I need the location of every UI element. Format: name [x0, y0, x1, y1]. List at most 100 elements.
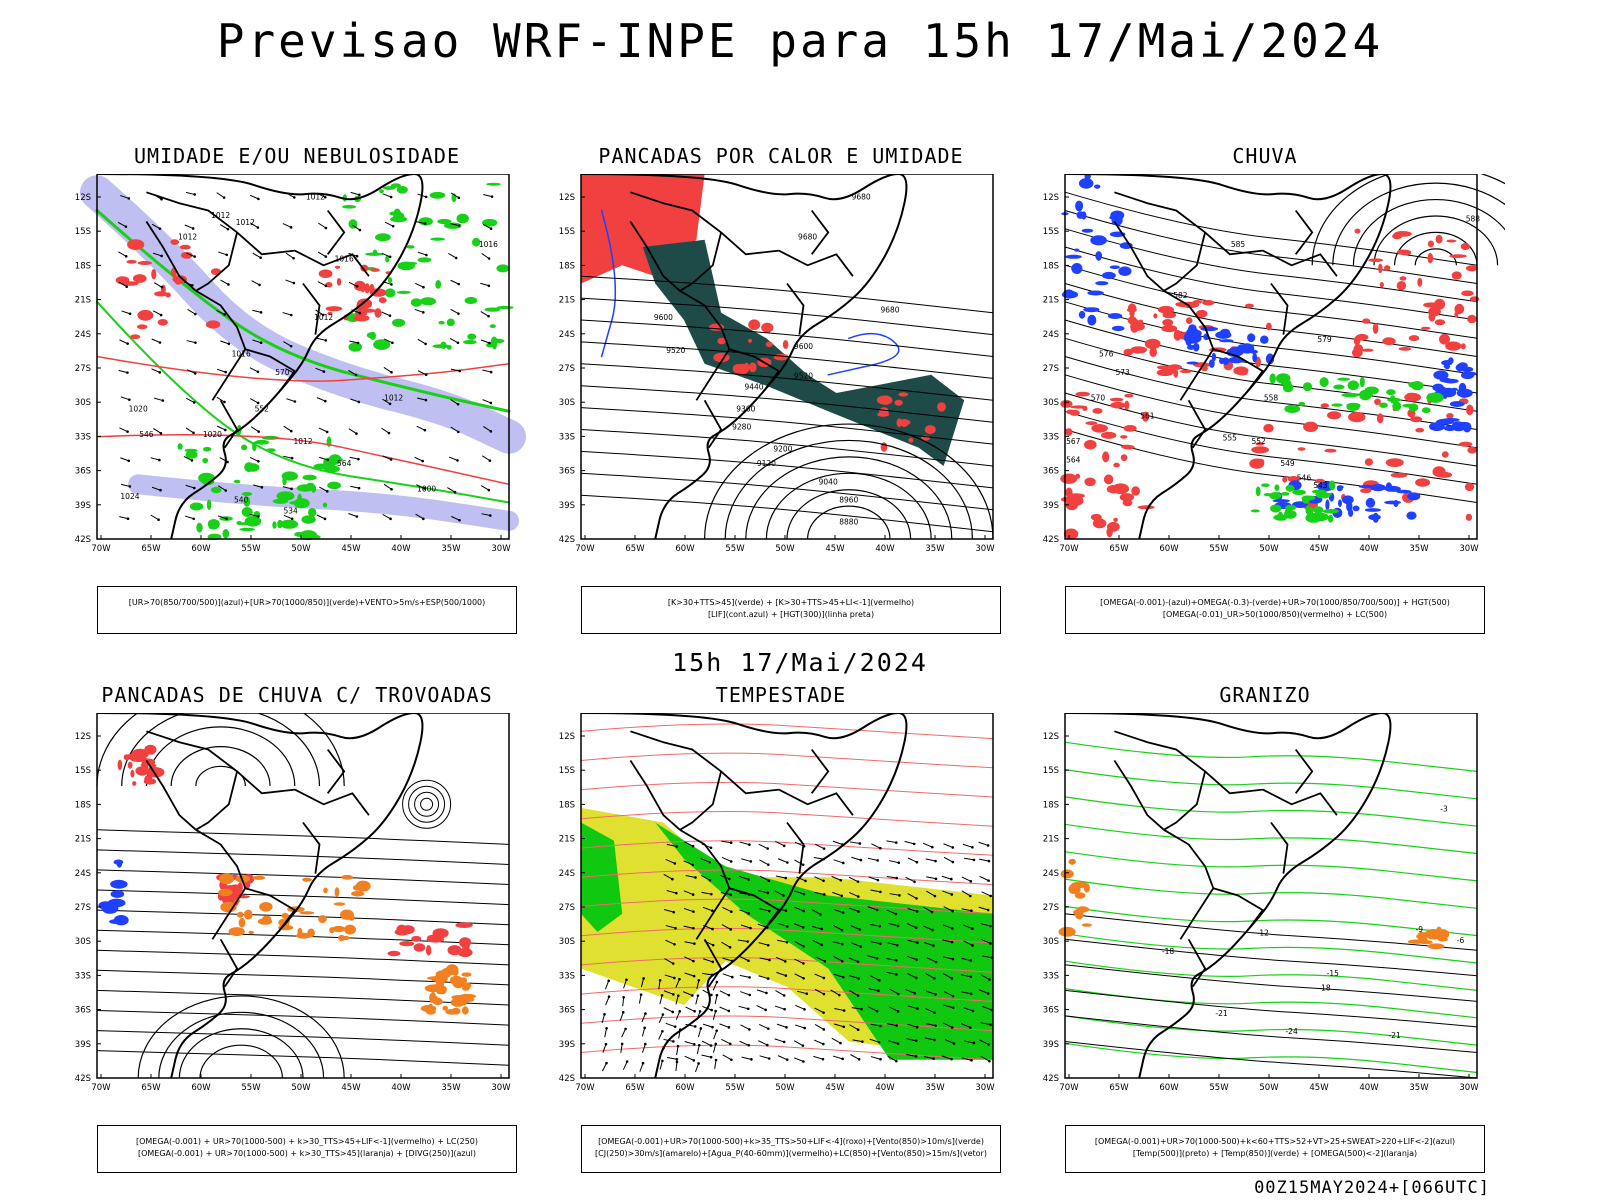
wind-vector-head — [748, 993, 751, 997]
temp850-contour — [1064, 905, 1478, 937]
wind-vector-head — [915, 1025, 919, 1029]
humidity-patch — [392, 318, 406, 327]
rain-patch-red — [1445, 341, 1462, 351]
humidity-patch — [444, 222, 462, 229]
thickness-patch — [327, 311, 333, 316]
wind-vector-head — [765, 1043, 769, 1047]
contour-label: 9520 — [794, 371, 813, 380]
wind-vector — [117, 221, 127, 228]
rain-patch-blue — [1208, 359, 1215, 368]
country-border — [679, 771, 722, 831]
map-background — [97, 713, 509, 1078]
thickness-patch — [130, 334, 141, 340]
wind-vector-head — [709, 1044, 713, 1047]
omega-patch-orange — [1068, 884, 1078, 894]
thickness-patch — [127, 239, 145, 250]
storm-patch-orange — [438, 977, 445, 989]
wind-vector-head — [389, 458, 393, 461]
divergence-patch-blue — [110, 890, 125, 898]
wind-vector — [740, 924, 751, 929]
wind-vector — [982, 955, 993, 959]
wind-vector — [849, 1024, 859, 1031]
wind-vector-head — [895, 1059, 898, 1063]
wind-vector — [796, 990, 807, 995]
storm-patch-orange — [296, 932, 312, 939]
wind-vector-head — [355, 284, 359, 288]
rain-patch-red — [1439, 333, 1450, 345]
lat-tick-label: 21S — [1043, 296, 1059, 306]
wind-vector — [756, 1005, 766, 1011]
contour-label: 546 — [1297, 474, 1312, 483]
country-border — [302, 282, 321, 335]
wind-vector — [925, 858, 936, 862]
wind-vector — [926, 957, 937, 963]
humidity-patch — [410, 298, 422, 307]
rain-patch-green — [1386, 389, 1396, 396]
wind-vector-head — [783, 1007, 786, 1011]
temp850-contour — [1064, 823, 1478, 855]
wind-vector — [721, 924, 731, 930]
thickness-patch — [154, 291, 168, 297]
lon-tick-label: 45W — [341, 544, 361, 554]
wind-vector-head — [747, 912, 751, 915]
lat-tick-label: 33S — [1043, 432, 1059, 442]
storm-patch-orange — [452, 968, 459, 976]
wind-vector — [154, 397, 164, 402]
hgt500-contour — [1064, 374, 1478, 449]
storm-patch-red — [387, 950, 401, 957]
lat-tick-label: 24S — [1043, 330, 1059, 340]
wind-vector — [683, 925, 694, 929]
storm-patch-red — [411, 935, 422, 942]
rain-patch-red — [1460, 343, 1466, 350]
wind-vector — [904, 840, 915, 845]
wind-vector — [852, 1039, 863, 1043]
wind-vector — [758, 1040, 768, 1046]
wind-vector-head — [784, 960, 787, 963]
rain-patch-red — [1434, 298, 1446, 310]
rain-patch-red — [1297, 447, 1306, 451]
humidity-patch — [293, 498, 310, 509]
rain-patch-blue — [1325, 499, 1330, 511]
wind-vector — [348, 428, 357, 435]
wind-vector — [701, 1054, 712, 1058]
wind-vector — [622, 997, 625, 1007]
wind-vector — [834, 1023, 844, 1028]
contour-label: -9 — [1416, 925, 1424, 934]
wind-vector-head — [728, 1042, 732, 1046]
storm-patch-orange — [299, 911, 315, 915]
contour-label: 564 — [1066, 455, 1081, 464]
lat-tick-label: 33S — [559, 432, 575, 442]
wind-vector — [185, 397, 195, 403]
rain-patch-red — [1233, 366, 1249, 375]
height-contour — [580, 407, 994, 445]
wind-vector — [793, 923, 804, 928]
thickness-patch — [180, 251, 193, 259]
wind-vector-head — [457, 196, 461, 200]
lc850-contour — [580, 811, 994, 827]
wind-vector-head — [784, 876, 788, 880]
lon-tick-label: 35W — [1409, 544, 1429, 554]
rain-patch-red — [1107, 521, 1120, 532]
wind-vector — [153, 428, 162, 434]
wind-vector-head — [875, 957, 879, 960]
caption-line: [OMEGA(-0.01)_UR>50(1000/850)(vermelho) … — [1162, 610, 1388, 619]
wind-vector — [316, 397, 326, 402]
map-frame — [580, 713, 994, 1079]
omega-patch-orange — [1058, 926, 1076, 937]
wind-vector — [887, 1055, 897, 1062]
wind-vector — [450, 279, 459, 285]
height-contour — [580, 472, 994, 511]
wind-vector — [619, 1012, 624, 1021]
contour-label: 1012 — [314, 313, 333, 322]
wind-vector — [888, 1040, 899, 1045]
lon-tick-label: 70W — [575, 544, 595, 554]
wind-vector — [721, 1038, 731, 1045]
instability-patch-red — [748, 362, 757, 373]
hgt500-contour — [1064, 319, 1478, 394]
rain-patch-blue — [1455, 363, 1465, 372]
wind-vector-head — [989, 1023, 992, 1026]
humidity-patch — [189, 502, 204, 511]
lon-tick-label: 30W — [975, 1083, 995, 1093]
streamline-250 — [96, 969, 510, 986]
rain-patch-blue — [1358, 484, 1375, 489]
